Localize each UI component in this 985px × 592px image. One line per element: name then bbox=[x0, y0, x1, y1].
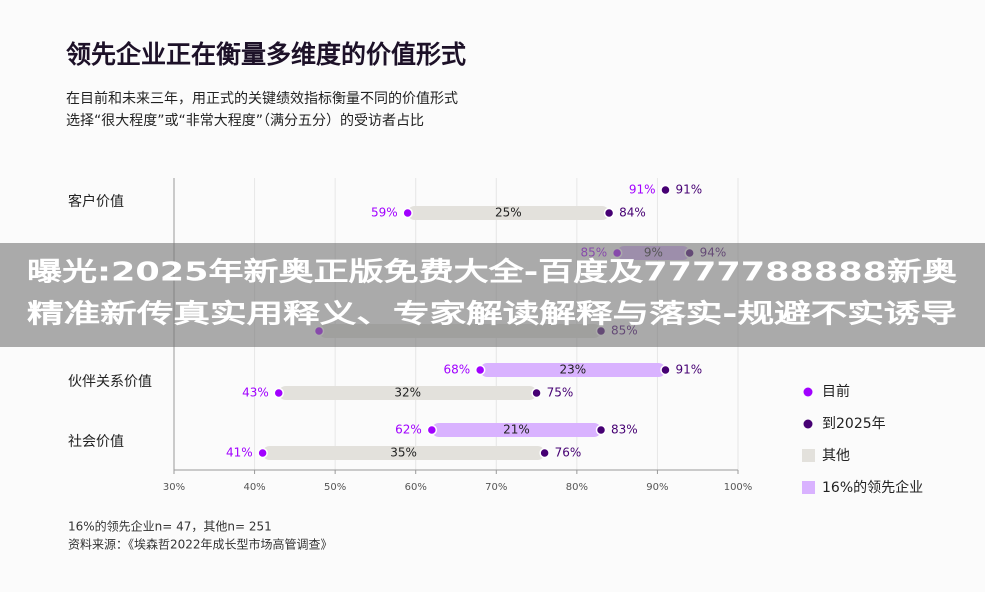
start-label: 59% bbox=[371, 206, 398, 220]
x-tick-label: 90% bbox=[646, 482, 668, 493]
category-label: 伙伴关系价值 bbox=[68, 374, 152, 390]
x-tick-label: 80% bbox=[566, 482, 588, 493]
x-tick-label: 100% bbox=[724, 482, 753, 493]
subtitle: 选择“很大程度”或“非常大程度”（满分五分）的受访者占比 bbox=[66, 113, 424, 129]
end-label: 76% bbox=[555, 446, 582, 460]
end-dot bbox=[531, 387, 542, 399]
range-bar bbox=[407, 206, 610, 220]
note: 资料来源：《埃森哲2022年成长型市场高管调查》 bbox=[68, 537, 333, 552]
start-dot bbox=[474, 364, 486, 376]
end-label: 75% bbox=[547, 386, 574, 400]
banner-text: 精准新传真实用释义、专家解读解释与落实-规避不实诱导 bbox=[27, 299, 957, 330]
start-label: 62% bbox=[395, 423, 422, 437]
end-dot bbox=[660, 364, 671, 376]
end-label: 84% bbox=[619, 206, 646, 220]
legend-label: 其他 bbox=[822, 448, 850, 464]
note: 16%的领先企业n= 47，其他n= 251 bbox=[68, 519, 272, 534]
range-bar bbox=[480, 363, 666, 377]
start-label: 91% bbox=[629, 183, 656, 197]
x-tick-label: 50% bbox=[324, 482, 346, 493]
start-dot bbox=[426, 424, 438, 436]
start-dot bbox=[257, 447, 268, 459]
x-tick-label: 40% bbox=[243, 482, 265, 493]
end-dot bbox=[660, 184, 671, 196]
start-dot bbox=[402, 207, 413, 219]
banner-background bbox=[0, 243, 985, 347]
end-dot bbox=[603, 207, 615, 219]
range-bar bbox=[262, 446, 545, 460]
legend-swatch bbox=[802, 481, 815, 494]
start-label: 41% bbox=[226, 446, 253, 460]
end-dot bbox=[595, 424, 607, 436]
subtitle: 在目前和未来三年，用正式的关键绩效指标衡量不同的价值形式 bbox=[66, 90, 458, 107]
legend-label: 到2025年 bbox=[822, 416, 886, 432]
range-bar bbox=[278, 386, 537, 400]
legend-label: 16%的领先企业 bbox=[822, 479, 923, 496]
start-dot bbox=[273, 387, 284, 399]
category-label: 社会价值 bbox=[68, 434, 124, 450]
end-dot bbox=[539, 447, 550, 459]
end-label: 91% bbox=[675, 363, 702, 377]
category-label: 客户价值 bbox=[68, 193, 124, 210]
start-label: 68% bbox=[443, 363, 470, 377]
legend-swatch bbox=[802, 449, 815, 462]
legend-marker bbox=[803, 419, 813, 429]
diff-label: 21% bbox=[503, 423, 530, 437]
end-label: 91% bbox=[675, 183, 702, 197]
diff-label: 35% bbox=[390, 446, 417, 460]
diff-label: 25% bbox=[495, 206, 522, 220]
banner-text: 曝光:2025年新奥正版免费大全-百度及7777788888新奥 bbox=[27, 257, 958, 288]
range-bar bbox=[431, 423, 602, 437]
diff-label: 23% bbox=[559, 363, 586, 377]
x-tick-label: 30% bbox=[163, 482, 185, 493]
diff-label: 32% bbox=[394, 386, 421, 400]
x-tick-label: 70% bbox=[485, 482, 507, 493]
end-label: 83% bbox=[611, 423, 638, 437]
legend-label: 目前 bbox=[822, 383, 850, 400]
legend-marker bbox=[803, 387, 813, 397]
x-tick-label: 60% bbox=[405, 482, 427, 493]
start-label: 43% bbox=[242, 386, 269, 400]
chart-title: 领先企业正在衡量多维度的价值形式 bbox=[66, 40, 466, 69]
